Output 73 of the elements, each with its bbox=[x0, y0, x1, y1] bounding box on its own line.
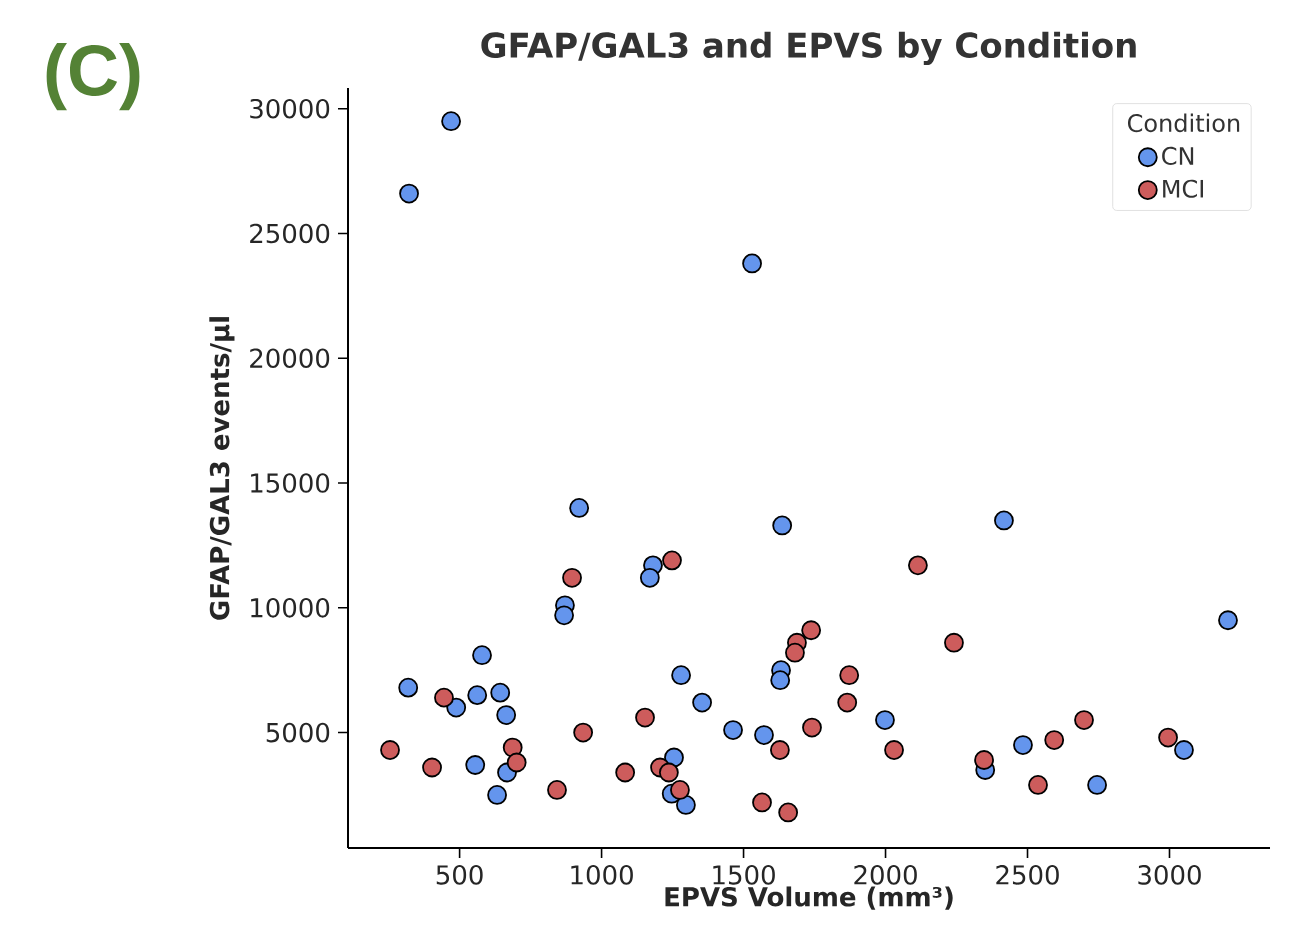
point bbox=[1028, 775, 1048, 795]
text: (C) bbox=[46, 43, 140, 111]
point bbox=[1158, 727, 1178, 748]
point bbox=[778, 802, 799, 823]
point bbox=[615, 762, 636, 783]
point bbox=[785, 642, 805, 663]
point bbox=[662, 550, 682, 571]
y-tick-label: 20000 bbox=[250, 348, 330, 369]
point bbox=[547, 780, 567, 800]
point bbox=[422, 757, 442, 778]
point bbox=[441, 111, 461, 132]
point bbox=[639, 567, 660, 588]
point bbox=[554, 605, 574, 626]
point bbox=[801, 620, 822, 641]
point bbox=[752, 792, 772, 813]
x-tick-label: 2000 bbox=[854, 865, 917, 885]
point bbox=[1174, 740, 1194, 760]
point bbox=[1074, 710, 1094, 730]
point bbox=[908, 555, 928, 576]
legend-label: MCI bbox=[1163, 179, 1203, 198]
point bbox=[839, 665, 860, 686]
point bbox=[635, 707, 655, 728]
point bbox=[398, 677, 419, 698]
point bbox=[754, 725, 774, 745]
point bbox=[562, 567, 582, 588]
x-tick-label: 500 bbox=[436, 865, 483, 885]
point bbox=[658, 762, 679, 783]
point bbox=[573, 722, 594, 743]
point bbox=[671, 665, 691, 686]
y-tick-label: 15000 bbox=[251, 473, 330, 493]
point bbox=[1218, 610, 1238, 631]
chart-title: GFAP/GAL3 and EPVS by Condition bbox=[481, 31, 1136, 65]
point bbox=[487, 785, 507, 805]
point bbox=[472, 645, 492, 666]
point bbox=[1044, 730, 1065, 750]
point bbox=[742, 253, 762, 274]
point bbox=[837, 692, 858, 713]
x-tick-label: 3000 bbox=[1138, 865, 1201, 885]
point bbox=[884, 740, 904, 760]
point bbox=[465, 755, 486, 775]
point bbox=[723, 720, 743, 740]
y-tick-label: 10000 bbox=[251, 597, 330, 618]
point bbox=[467, 685, 488, 706]
point bbox=[1013, 735, 1033, 755]
x-tick-label: 1000 bbox=[571, 865, 633, 885]
point bbox=[490, 682, 511, 703]
point bbox=[399, 183, 419, 204]
legend-title: Condition bbox=[1127, 113, 1240, 133]
point bbox=[802, 717, 822, 738]
point bbox=[692, 692, 712, 713]
point bbox=[496, 705, 517, 725]
point bbox=[434, 687, 454, 708]
point bbox=[676, 795, 696, 815]
x-axis-title: EPVS Volume (mm³) bbox=[665, 886, 953, 910]
point bbox=[974, 750, 994, 770]
x-tick-label: 2500 bbox=[996, 865, 1059, 885]
point bbox=[1087, 775, 1107, 795]
y-tick-label: 5000 bbox=[266, 722, 330, 743]
x-tick-label: 1500 bbox=[713, 865, 775, 885]
point bbox=[770, 670, 791, 691]
point bbox=[772, 515, 793, 536]
point bbox=[670, 780, 690, 800]
point bbox=[770, 740, 790, 760]
legend-label: CN bbox=[1162, 146, 1194, 165]
point bbox=[569, 498, 590, 518]
y-tick-label: 25000 bbox=[250, 223, 330, 244]
point bbox=[944, 632, 964, 653]
point bbox=[506, 752, 527, 773]
y-axis-title: GFAP/GAL3 events/µl bbox=[209, 317, 235, 620]
point bbox=[380, 740, 400, 760]
point bbox=[994, 510, 1014, 531]
y-tick-label: 30000 bbox=[250, 98, 330, 119]
point bbox=[875, 710, 895, 730]
